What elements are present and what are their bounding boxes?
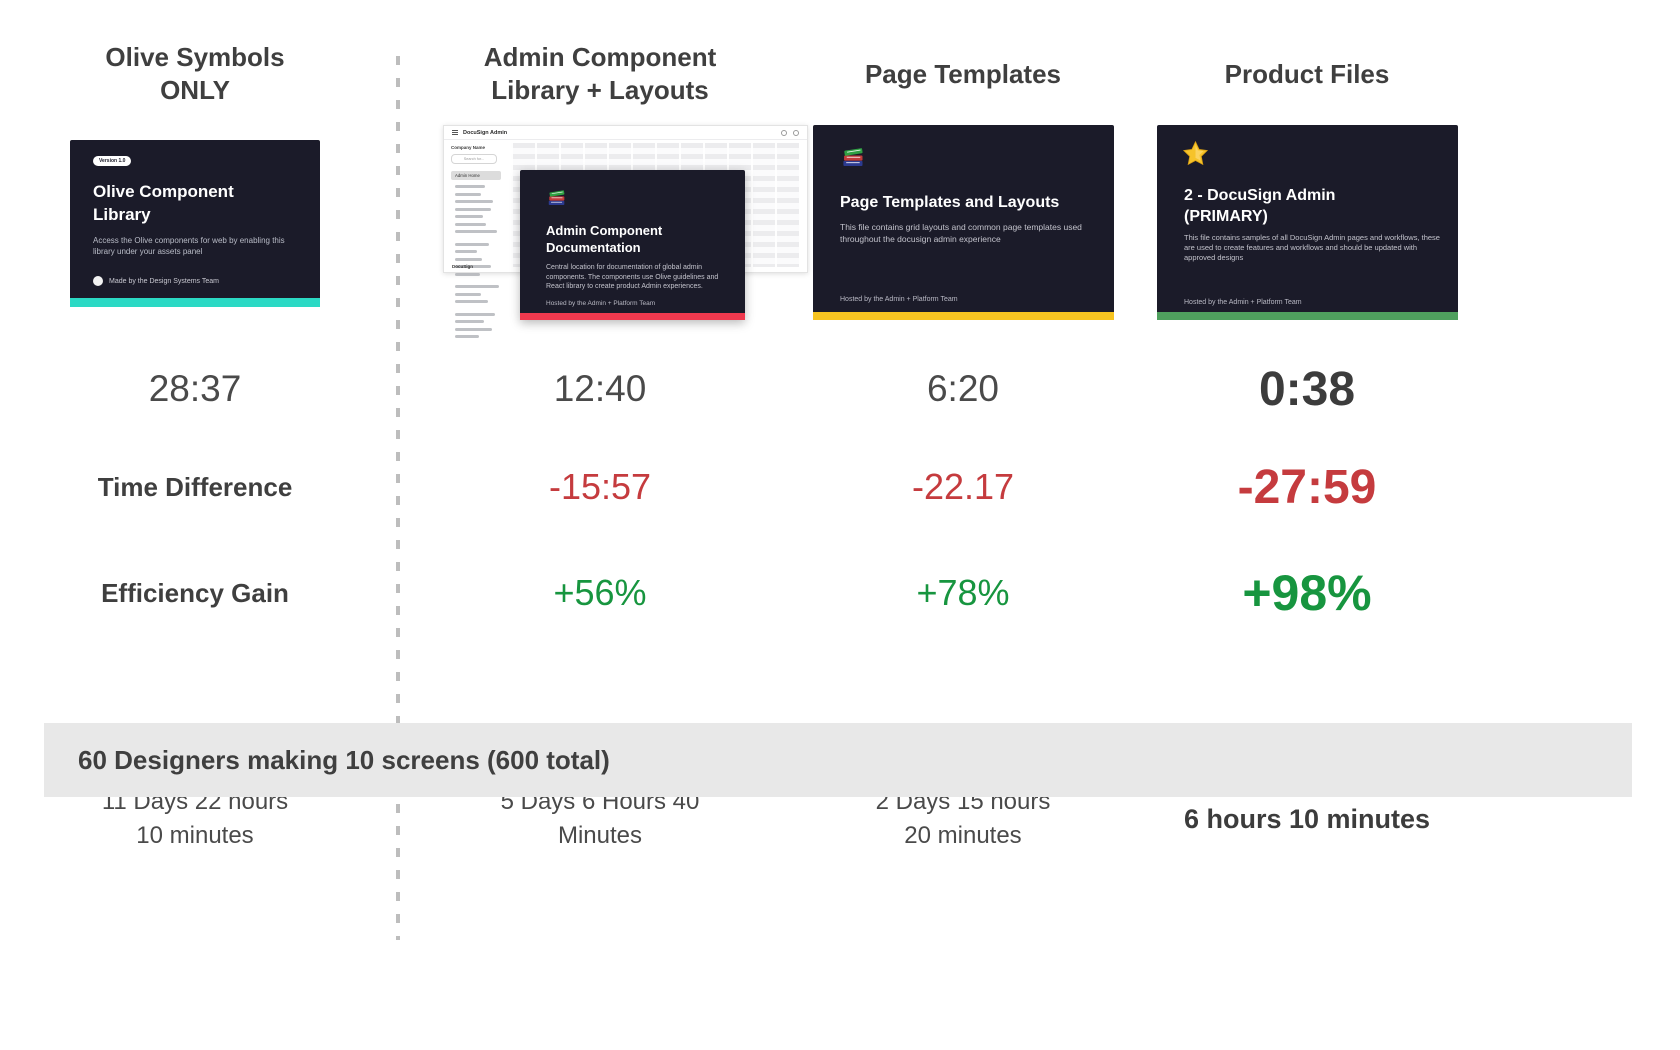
sidebar-skeleton-item — [455, 257, 482, 261]
efficiency-gain-label: Efficiency Gain — [101, 577, 289, 608]
time-value-olive: 28:37 — [148, 368, 242, 409]
column-header-page-templates: Page Templates — [864, 58, 1062, 89]
sidebar-skeleton-item — [455, 312, 495, 316]
apps-icon — [793, 129, 799, 136]
sidebar-skeleton-item — [455, 272, 480, 276]
screenshot-header-icons — [781, 129, 799, 136]
card-accent-bar-teal — [70, 298, 320, 307]
sidebar-item-admin-home: Admin Home — [451, 171, 501, 180]
time-difference-label: Time Difference — [97, 471, 293, 502]
screenshot-app-title: DocuSign Admin — [463, 129, 508, 136]
efficiency-gain-page-templates: +78% — [916, 572, 1010, 613]
time-value-admin-library: 12:40 — [553, 368, 647, 409]
sidebar-skeleton-item — [455, 292, 481, 296]
sidebar-skeleton-item — [455, 230, 497, 233]
time-value-product-files: 0:38 — [1258, 362, 1356, 416]
card-description: Access the Olive components for web by e… — [93, 236, 285, 256]
card-accent-bar-yellow — [813, 312, 1114, 320]
total-time-product-files: 6 hours 10 minutes — [1183, 804, 1431, 834]
time-difference-product-files: -27:59 — [1237, 460, 1377, 514]
screenshot-footer-logo: DocuSign — [452, 264, 473, 269]
sidebar-skeleton-item — [455, 185, 485, 188]
sidebar-skeleton-item — [455, 327, 492, 331]
avatar — [93, 276, 103, 286]
column-header-olive-symbols: Olive Symbols ONLY — [105, 42, 285, 105]
version-badge: Version 1.0 — [93, 156, 132, 166]
card-description: This file contains grid layouts and comm… — [840, 222, 1082, 244]
sidebar-skeleton-item — [455, 300, 488, 303]
card-title: Admin Component Documentation — [546, 223, 663, 255]
file-card-docusign-admin-primary: 2 - DocuSign Admin (PRIMARY) This file c… — [1157, 125, 1458, 320]
card-footer-text: Hosted by the Admin + Platform Team — [546, 300, 656, 307]
card-title: Page Templates and Layouts — [840, 194, 1060, 211]
sidebar-skeleton-item — [455, 215, 483, 218]
dashed-column-divider — [396, 56, 400, 940]
column-header-product-files: Product Files — [1224, 58, 1390, 89]
sidebar-skeleton-item — [455, 285, 499, 288]
card-description: This file contains samples of all DocuSi… — [1184, 233, 1440, 262]
books-icon — [548, 190, 565, 205]
sidebar-skeleton-item — [455, 200, 493, 203]
efficiency-gain-admin-library: +56% — [553, 572, 647, 613]
screenshot-header: DocuSign Admin — [444, 126, 807, 140]
star-icon — [1182, 140, 1209, 166]
sidebar-skeleton-item — [455, 207, 491, 211]
card-description: Central location for documentation of gl… — [546, 264, 719, 290]
sidebar-skeleton-item — [455, 222, 486, 226]
screenshot-sidebar: Company Name Search for... Admin Home — [444, 140, 508, 338]
time-value-page-templates: 6:20 — [926, 368, 999, 409]
company-name-label: Company Name — [451, 145, 486, 150]
sidebar-skeleton-item — [455, 192, 481, 196]
card-footer-text: Hosted by the Admin + Platform Team — [840, 296, 958, 303]
help-icon — [781, 129, 787, 136]
sidebar-skeleton-item — [455, 320, 484, 323]
card-accent-bar-red — [520, 313, 745, 320]
file-card-olive-component-library: Version 1.0 Olive Component Library Acce… — [70, 140, 320, 307]
card-footer-text: Hosted by the Admin + Platform Team — [1184, 299, 1302, 306]
card-footer-text: Made by the Design Systems Team — [109, 277, 219, 285]
books-icon — [843, 148, 863, 167]
scenario-band-text: 60 Designers making 10 screens (600 tota… — [78, 744, 610, 775]
hamburger-icon — [452, 130, 458, 135]
card-title: Olive Component Library — [93, 182, 234, 224]
scenario-band: 60 Designers making 10 screens (600 tota… — [44, 723, 1632, 797]
time-difference-admin-library: -15:57 — [548, 466, 652, 507]
column-header-admin-library: Admin Component Library + Layouts — [483, 42, 717, 105]
efficiency-gain-product-files: +98% — [1242, 565, 1372, 621]
file-card-admin-component-documentation: Admin Component Documentation Central lo… — [520, 170, 745, 320]
time-difference-page-templates: -22.17 — [911, 466, 1015, 507]
card-title: 2 - DocuSign Admin (PRIMARY) — [1184, 187, 1336, 225]
sidebar-skeleton-item — [455, 265, 491, 268]
search-input: Search for... — [451, 154, 497, 164]
sidebar-skeleton-item — [455, 242, 489, 246]
sidebar-skeleton-item — [455, 335, 479, 338]
card-accent-bar-green — [1157, 312, 1458, 320]
sidebar-skeleton-item — [455, 250, 477, 253]
card-footer: Made by the Design Systems Team — [93, 276, 219, 286]
file-card-page-templates: Page Templates and Layouts This file con… — [813, 125, 1114, 320]
